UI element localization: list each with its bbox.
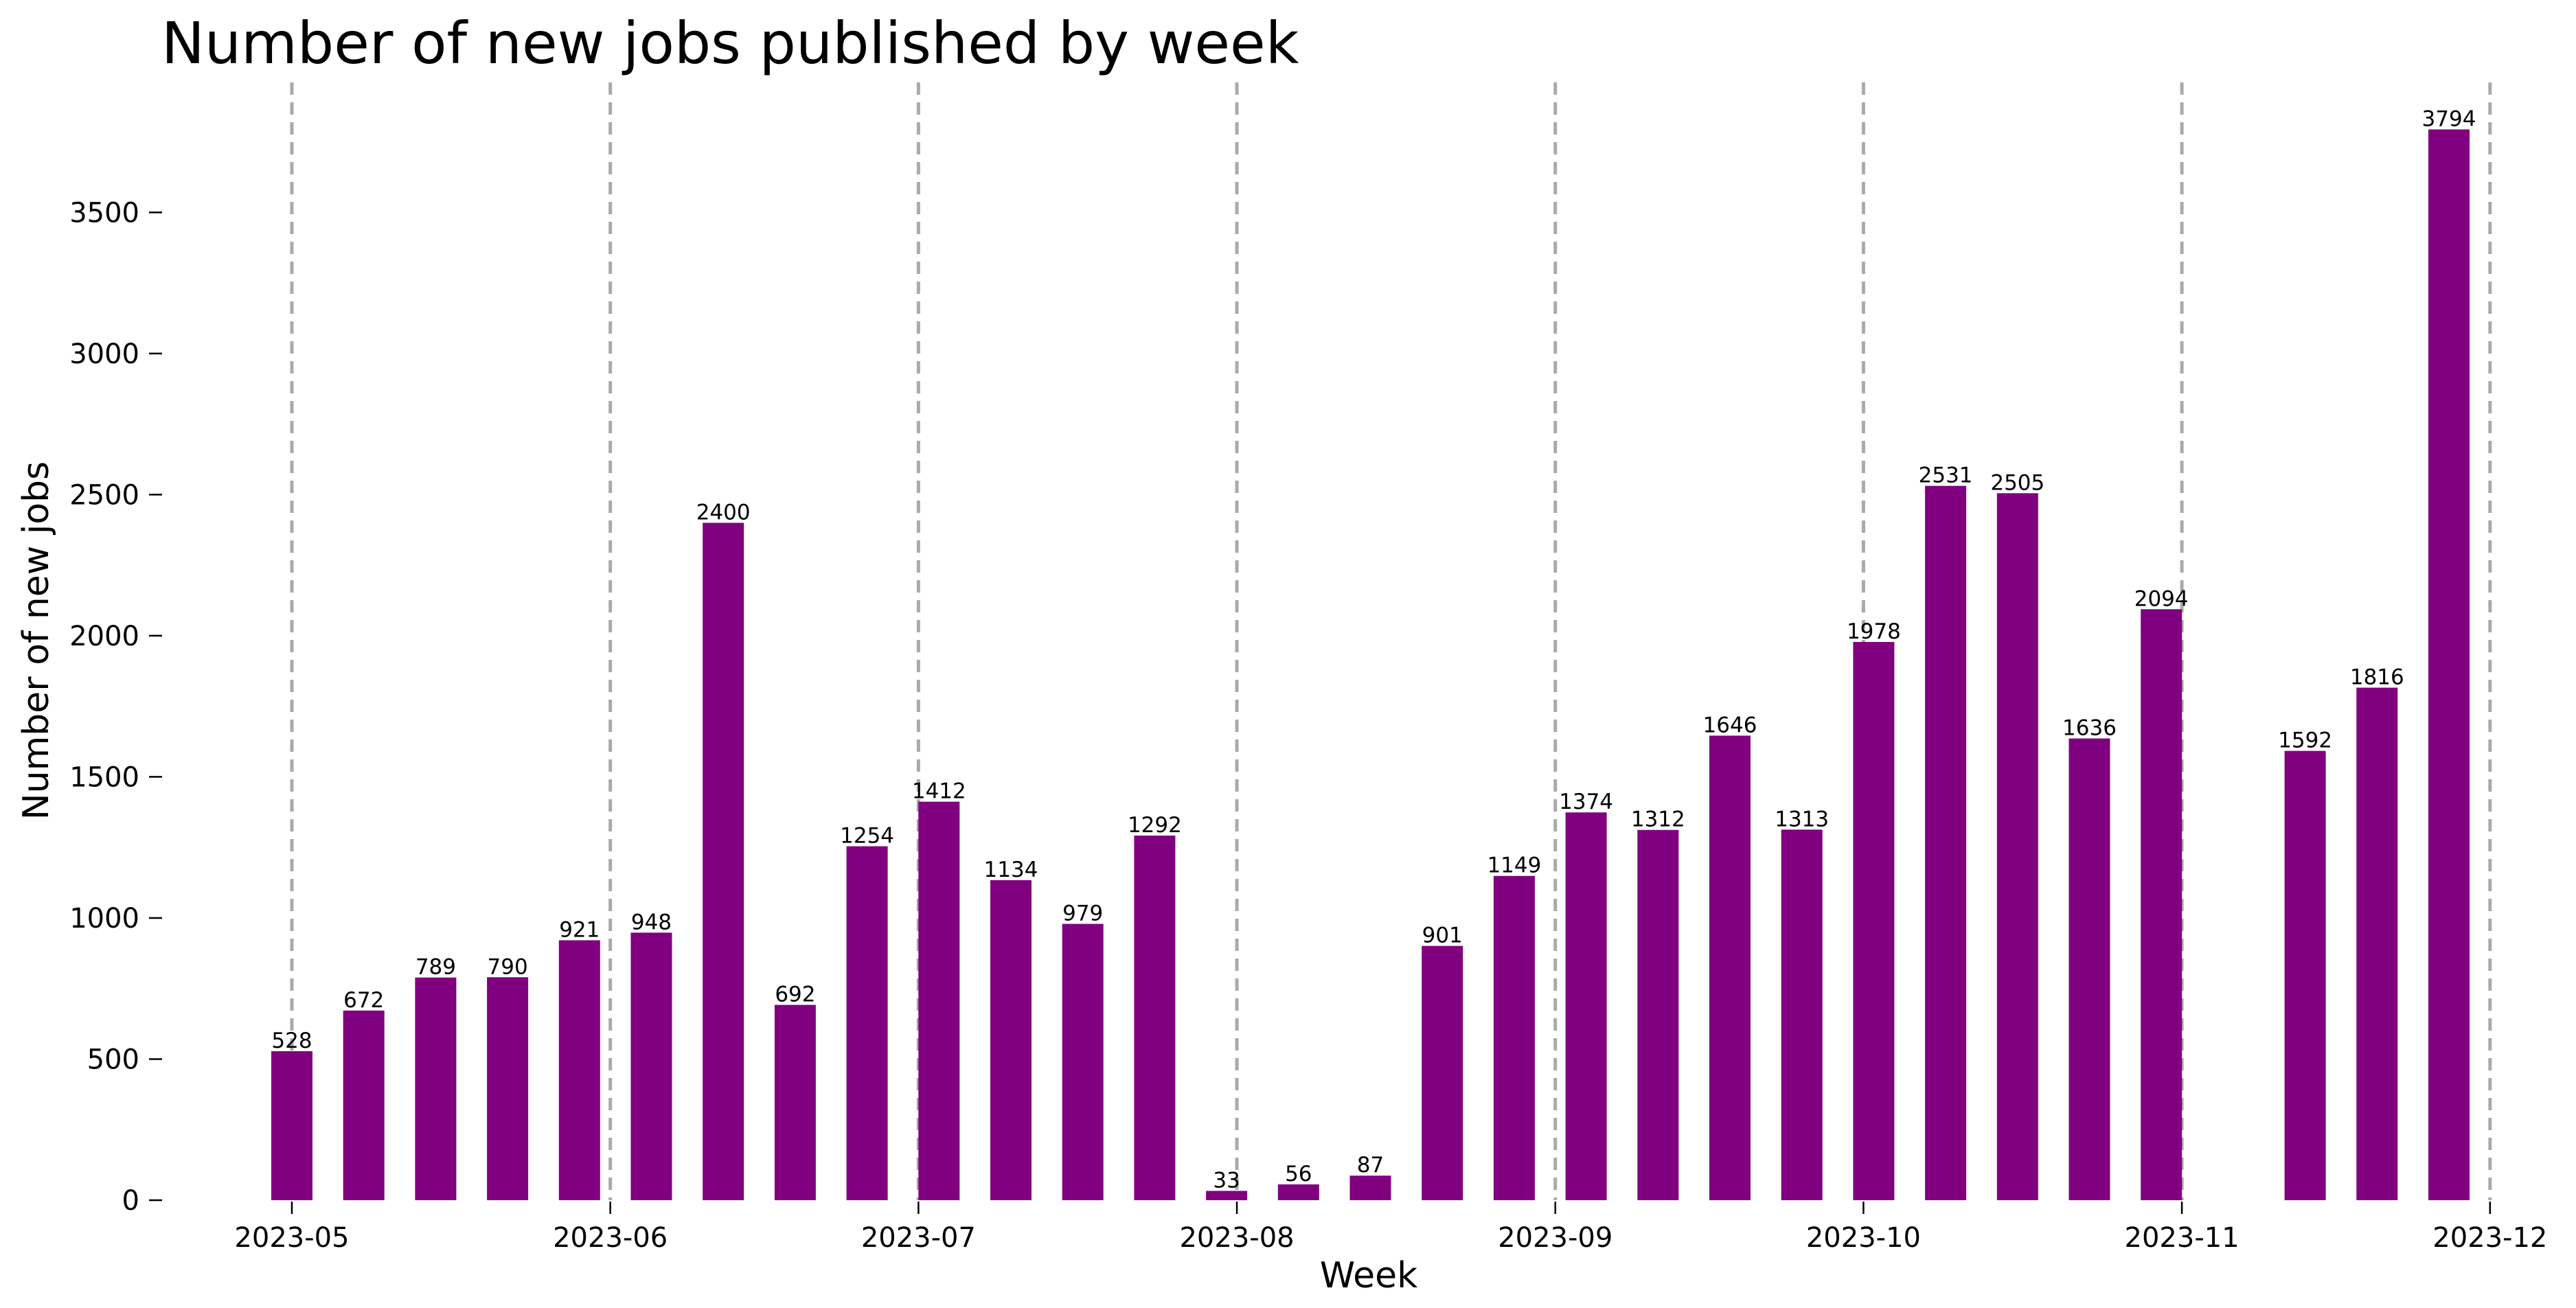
bar-value-label: 1149 bbox=[1487, 853, 1541, 878]
bar bbox=[487, 977, 529, 1200]
bar bbox=[1206, 1191, 1248, 1200]
y-tick-label: 500 bbox=[87, 1044, 139, 1075]
bar bbox=[2141, 609, 2182, 1200]
bar bbox=[1996, 493, 2038, 1200]
y-tick-label: 2000 bbox=[69, 621, 139, 652]
bar-value-label: 3794 bbox=[2422, 106, 2476, 131]
bar bbox=[1277, 1184, 1319, 1200]
y-tick-label: 2500 bbox=[69, 479, 139, 511]
bar-value-label: 2400 bbox=[696, 500, 751, 525]
x-tick-label: 2023-06 bbox=[553, 1222, 668, 1254]
bar-value-label: 948 bbox=[631, 910, 672, 934]
y-tick-label: 1500 bbox=[69, 761, 139, 793]
bar-value-label: 2505 bbox=[1990, 470, 2044, 495]
bar bbox=[2428, 129, 2470, 1200]
x-tick-label: 2023-09 bbox=[1498, 1222, 1612, 1254]
bar bbox=[630, 932, 672, 1200]
bar-value-label: 1313 bbox=[1775, 807, 1829, 831]
bar bbox=[703, 523, 744, 1200]
bar bbox=[990, 880, 1031, 1200]
x-axis-label: Week bbox=[1320, 1255, 1417, 1296]
bar-value-label: 979 bbox=[1062, 902, 1103, 926]
bar-value-label: 901 bbox=[1422, 923, 1463, 948]
bar bbox=[1493, 875, 1535, 1200]
bar bbox=[415, 977, 457, 1200]
bars bbox=[271, 129, 2470, 1201]
y-axis-label: Number of new jobs bbox=[16, 461, 57, 820]
bar-value-label: 1374 bbox=[1559, 790, 1613, 814]
bar bbox=[1709, 735, 1751, 1200]
bar bbox=[2284, 750, 2326, 1200]
bar-value-label: 672 bbox=[343, 988, 384, 1013]
bar-value-label: 1292 bbox=[1128, 813, 1182, 838]
bar-value-label: 33 bbox=[1213, 1168, 1240, 1193]
bar-value-label: 790 bbox=[488, 954, 528, 979]
bar-value-label: 1646 bbox=[1703, 713, 1757, 737]
bar-value-label: 789 bbox=[415, 955, 456, 980]
x-tick-label: 2023-10 bbox=[1806, 1222, 1921, 1254]
bar-value-label: 2531 bbox=[1919, 463, 1973, 488]
bar bbox=[918, 801, 960, 1200]
bar-value-label: 921 bbox=[559, 917, 600, 942]
bar-value-label: 87 bbox=[1357, 1153, 1384, 1178]
bar bbox=[271, 1051, 312, 1200]
bar bbox=[1781, 829, 1823, 1200]
y-tick-label: 0 bbox=[122, 1185, 139, 1217]
bar bbox=[1134, 835, 1176, 1200]
bar-value-label: 1816 bbox=[2350, 665, 2404, 690]
bar-value-label: 1134 bbox=[984, 858, 1038, 882]
bar-value-label: 1592 bbox=[2278, 728, 2332, 753]
bar-value-label: 1312 bbox=[1631, 807, 1685, 832]
bar bbox=[2068, 738, 2110, 1200]
bar bbox=[2356, 687, 2398, 1200]
bar bbox=[774, 1005, 816, 1200]
bar bbox=[1565, 812, 1607, 1200]
bar-value-label: 2094 bbox=[2134, 586, 2189, 611]
x-tick-label: 2023-07 bbox=[861, 1222, 976, 1254]
bar bbox=[1422, 945, 1463, 1200]
bar bbox=[1853, 641, 1895, 1200]
x-tick-label: 2023-12 bbox=[2432, 1222, 2547, 1254]
bar bbox=[343, 1010, 385, 1200]
x-tick-label: 2023-11 bbox=[2125, 1222, 2239, 1254]
bar-value-label: 528 bbox=[271, 1029, 312, 1053]
y-tick-label: 3500 bbox=[69, 197, 139, 229]
y-tick-label: 1000 bbox=[69, 903, 139, 934]
bar bbox=[558, 940, 600, 1200]
bar bbox=[1637, 829, 1679, 1200]
y-axis-ticks: 0 500 1000 1500 2000 2500 3000 3500 bbox=[69, 197, 162, 1217]
y-tick-label: 3000 bbox=[69, 339, 139, 370]
bar-value-label: 692 bbox=[775, 983, 815, 1007]
bar-value-label: 56 bbox=[1285, 1162, 1312, 1186]
bar-value-label: 1254 bbox=[840, 824, 894, 849]
bar bbox=[1349, 1175, 1391, 1200]
data-labels: 528 672 789 790 921 948 2400 692 1254 1412 1134 979… bbox=[271, 106, 2476, 1193]
bar-value-label: 1412 bbox=[912, 779, 966, 804]
x-axis-ticks: 2023-05 2023-06 2023-07 2023-08 2023-09 2023-… bbox=[234, 1202, 2547, 1254]
x-tick-label: 2023-08 bbox=[1179, 1222, 1294, 1254]
bar bbox=[846, 846, 888, 1200]
bar bbox=[1062, 923, 1104, 1200]
bar-value-label: 1636 bbox=[2062, 716, 2117, 741]
chart-title: Number of new jobs published by week bbox=[161, 10, 1299, 77]
bar-value-label: 1978 bbox=[1847, 619, 1901, 644]
x-tick-label: 2023-05 bbox=[234, 1222, 349, 1254]
bar bbox=[1925, 485, 1967, 1201]
